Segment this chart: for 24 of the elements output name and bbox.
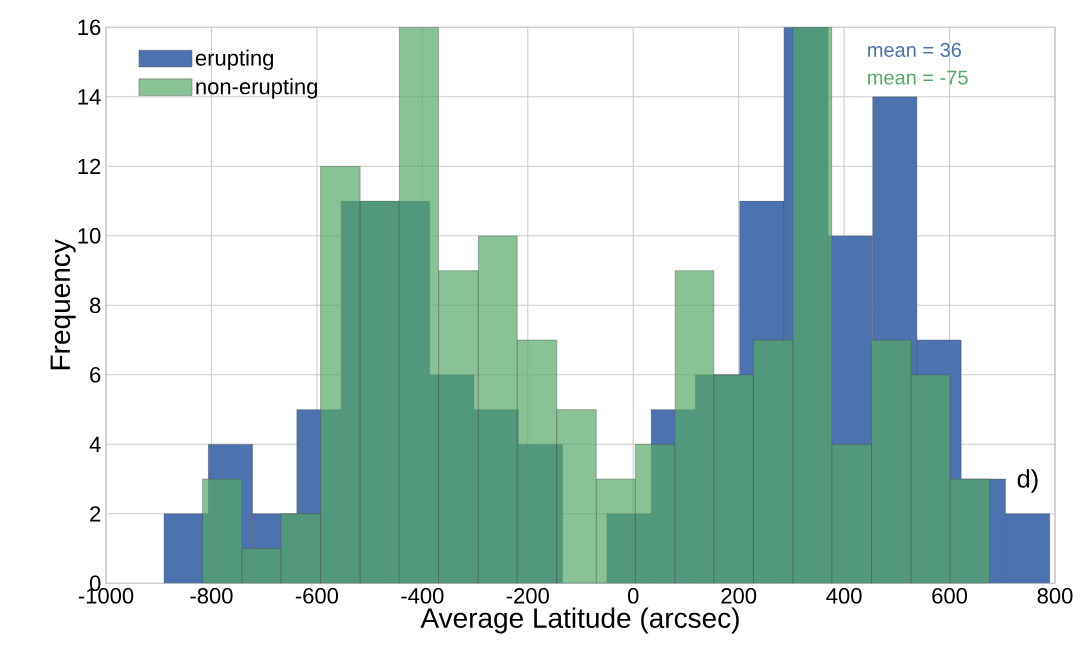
x-tick-label: -600 [295,588,339,604]
x-tick-label: 800 [1037,588,1073,604]
y-tick-label: 6 [90,367,101,383]
y-tick-label: 4 [89,436,101,452]
annotation: mean = 36 [868,42,961,57]
x-tick-label: -800 [190,588,233,604]
y-tick-label: 2 [90,506,101,522]
x-tick-label: -200 [506,588,549,604]
x-tick-label: 400 [826,588,862,604]
x-tick-label: 0 [627,588,639,604]
x-tick-label: -400 [401,588,444,604]
y-tick-label: 12 [78,158,101,175]
y-tick-label: 14 [78,89,101,105]
annotation: d) [1017,469,1038,493]
x-tick-label: 200 [721,588,757,604]
y-axis-title: Frequency [50,239,76,370]
y-tick-label: 16 [78,19,101,36]
x-tick-label: 600 [932,588,968,604]
y-tick-label: 8 [90,297,101,314]
legend-label: non-erupting [196,78,318,99]
x-axis-title: Average Latitude (arcsec) [420,607,739,634]
y-tick-label: 10 [78,228,101,244]
legend-label: erupting [195,49,273,71]
annotation: mean = -75 [868,70,968,85]
